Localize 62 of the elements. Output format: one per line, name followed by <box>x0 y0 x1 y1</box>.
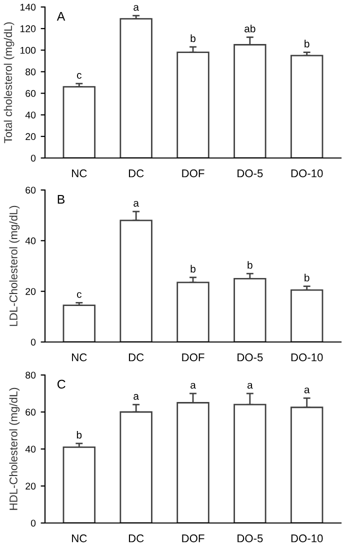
y-tick-label: 60 <box>26 186 36 194</box>
bar <box>176 282 210 342</box>
y-tick-label: 80 <box>26 372 36 379</box>
annotation: b <box>190 264 196 273</box>
annotation: a <box>304 388 310 394</box>
x-tick-label: DO-10 <box>291 534 323 542</box>
x-tick-label: DC <box>128 534 144 542</box>
y-tick-label: 140 <box>20 4 36 11</box>
annotation: a <box>134 394 139 400</box>
y-tick-label: 60 <box>26 408 36 416</box>
x-tick-label: NC <box>72 169 87 178</box>
bar <box>120 18 152 158</box>
bar <box>62 86 96 158</box>
bar <box>176 52 210 158</box>
annotation: a <box>247 382 253 389</box>
annotation: b <box>304 274 310 282</box>
y-tick-label: 60 <box>26 90 36 97</box>
x-tick-label: DC <box>128 169 144 178</box>
y-tick-label: 40 <box>25 237 36 244</box>
bar <box>290 289 324 342</box>
annotation: b <box>76 430 82 439</box>
x-tick-label: NC <box>72 534 87 542</box>
y-axis-title: LDL-Cholesterol (mg/dL) <box>9 206 20 326</box>
annotation: ab <box>244 24 256 32</box>
y-axis-title: HDL-Cholesterol (mg/dL) <box>9 388 20 510</box>
x-tick-label: DO-5 <box>238 169 263 178</box>
annotation: a <box>134 5 139 11</box>
chart-title: B <box>58 195 65 204</box>
y-tick-label: 100 <box>20 46 36 54</box>
annotation: b <box>304 40 310 48</box>
y-tick-label: 80 <box>26 68 36 76</box>
y-tick-label: 0 <box>30 520 36 527</box>
annotation: a <box>134 200 139 207</box>
y-tick-label: 0 <box>30 338 36 346</box>
y-axis-title: Total cholesterol (mg/dL) <box>4 22 14 144</box>
x-tick-label: DO-10 <box>291 169 323 178</box>
bar <box>62 304 96 342</box>
x-tick-label: DOF <box>182 353 204 362</box>
y-tick-label: 40 <box>25 112 36 118</box>
y-tick-label: 120 <box>20 25 36 32</box>
bar <box>234 278 266 342</box>
x-tick-label: DOF <box>182 169 204 178</box>
y-tick-label: 40 <box>25 446 36 453</box>
y-tick-label: 20 <box>26 482 36 490</box>
bar <box>62 446 96 523</box>
annotation: a <box>190 382 196 389</box>
x-tick-label: DO-10 <box>291 353 323 362</box>
y-tick-label: 20 <box>26 133 36 140</box>
annotation: b <box>248 261 252 269</box>
annotation: c <box>76 73 82 79</box>
chart-title: C <box>57 380 66 389</box>
chart-title: A <box>56 12 66 21</box>
y-tick-label: 0 <box>30 154 36 162</box>
x-tick-label: DO-5 <box>238 534 263 542</box>
annotation: b <box>190 34 196 42</box>
y-tick-label: 20 <box>26 288 36 295</box>
x-tick-label: NC <box>72 353 87 362</box>
x-tick-label: DO-5 <box>238 353 263 362</box>
annotation: c <box>76 292 82 298</box>
bar <box>290 54 324 158</box>
x-tick-label: DOF <box>182 534 204 542</box>
x-tick-label: DC <box>128 353 144 362</box>
